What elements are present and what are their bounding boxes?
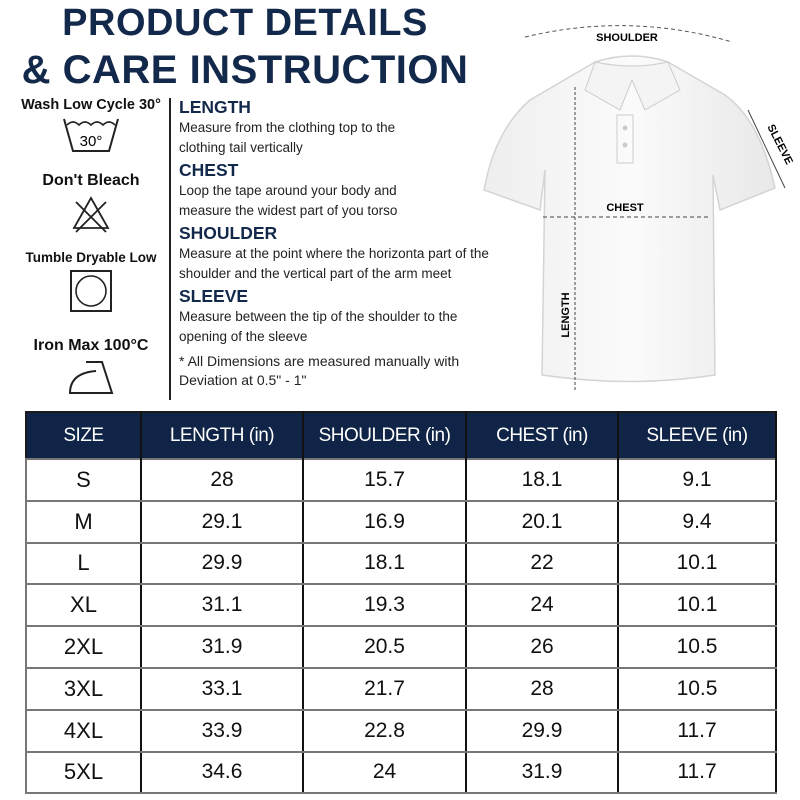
column-header-size: SIZE (26, 412, 142, 459)
table-row: L 29.9 18.1 22 10.1 (25, 541, 777, 586)
table-header-row: SIZE LENGTH (in) SHOULDER (in) CHEST (in… (26, 412, 777, 459)
table-row: XL 31.1 19.3 24 10.1 (25, 583, 777, 628)
cell-length: 31.1 (140, 583, 304, 628)
cell-chest: 28 (465, 666, 619, 711)
cell-chest: 29.9 (465, 708, 619, 753)
wash-30-icon: 30° (63, 118, 119, 152)
cell-length: 29.9 (140, 541, 304, 586)
iron-icon (68, 361, 114, 394)
cell-length: 33.1 (140, 666, 304, 711)
cell-sleeve: 10.1 (617, 583, 777, 628)
divider (169, 98, 171, 400)
table-row: 2XL 31.9 20.5 26 10.5 (25, 625, 777, 669)
heading-sleeve: SLEEVE (179, 286, 249, 306)
table-row: 3XL 33.1 21.7 28 10.5 (25, 666, 777, 711)
cell-size: L (25, 541, 142, 586)
cell-sleeve: 10.1 (617, 541, 777, 586)
table-row: M 29.1 16.9 20.1 9.4 (25, 499, 777, 544)
sleeve-label: SLEEVE (764, 123, 794, 167)
cell-shoulder: 15.7 (302, 458, 467, 502)
text-length: Measure from the clothing top to the clo… (179, 120, 396, 155)
heading-shoulder: SHOULDER (179, 223, 278, 243)
cell-chest: 20.1 (465, 499, 619, 544)
cell-sleeve: 11.7 (617, 708, 777, 753)
cell-shoulder: 16.9 (302, 499, 467, 544)
wash-temp-text: 30° (80, 133, 103, 150)
care-bleach: Don't Bleach (10, 172, 172, 234)
cell-shoulder: 24 (302, 750, 467, 795)
column-header-shoulder: SHOULDER (in) (303, 412, 467, 459)
heading-chest: CHEST (179, 160, 239, 180)
cell-chest: 24 (465, 583, 619, 628)
care-label: Tumble Dryable Low (25, 250, 157, 265)
cell-size: 3XL (25, 666, 142, 711)
tumble-dry-low-icon (70, 270, 112, 312)
cell-size: M (25, 499, 142, 544)
cell-length: 28 (140, 458, 304, 502)
cell-length: 31.9 (140, 625, 304, 669)
page-title-line-2: & CARE INSTRUCTION (21, 48, 469, 92)
shirt-body (483, 55, 776, 383)
polo-shirt-diagram: SHOULDER CHEST LENGTH SLEEVE (483, 25, 795, 390)
text-shoulder: Measure at the point where the horizonta… (179, 246, 489, 281)
table-row: 4XL 33.9 22.8 29.9 11.7 (25, 708, 777, 753)
text-sleeve: Measure between the tip of the shoulder … (179, 309, 458, 344)
cell-length: 34.6 (140, 750, 304, 795)
cell-sleeve: 11.7 (617, 750, 777, 795)
care-iron: Iron Max 100°C (10, 337, 172, 397)
cell-chest: 22 (465, 541, 619, 586)
page-title-line-1: PRODUCT DETAILS (62, 2, 428, 44)
cell-size: XL (25, 583, 142, 628)
care-label: Don't Bleach (42, 172, 140, 189)
table-row: 5XL 34.6 24 31.9 11.7 (25, 750, 777, 795)
column-header-sleeve: SLEEVE (in) (618, 412, 777, 459)
cell-shoulder: 18.1 (302, 541, 467, 586)
cell-chest: 18.1 (465, 458, 619, 502)
cell-shoulder: 20.5 (302, 625, 467, 669)
cell-length: 29.1 (140, 499, 304, 544)
column-header-chest: CHEST (in) (466, 412, 619, 459)
cell-sleeve: 10.5 (617, 666, 777, 711)
cell-chest: 31.9 (465, 750, 619, 795)
heading-length: LENGTH (179, 97, 251, 117)
cell-size: 4XL (25, 708, 142, 753)
column-header-length: LENGTH (in) (141, 412, 304, 459)
cell-size: 5XL (25, 750, 142, 795)
size-chart-table: SIZE LENGTH (in) SHOULDER (in) CHEST (in… (25, 411, 777, 795)
shoulder-label: SHOULDER (596, 32, 658, 44)
cell-shoulder: 19.3 (302, 583, 467, 628)
cell-chest: 26 (465, 625, 619, 669)
cell-sleeve: 9.4 (617, 499, 777, 544)
deviation-note: * All Dimensions are measured manually w… (179, 353, 460, 388)
measurement-guide: LENGTH Measure from the clothing top to … (179, 94, 509, 390)
cell-size: S (25, 458, 142, 502)
chest-label: CHEST (606, 202, 644, 214)
care-label: Iron Max 100°C (33, 337, 149, 354)
care-label: Wash Low Cycle 30° (21, 97, 161, 113)
length-label: LENGTH (560, 292, 572, 337)
table-row: S 28 15.7 18.1 9.1 (25, 458, 777, 502)
cell-length: 33.9 (140, 708, 304, 753)
cell-shoulder: 21.7 (302, 666, 467, 711)
cell-sleeve: 10.5 (617, 625, 777, 669)
care-wash: Wash Low Cycle 30° 30° (10, 97, 172, 153)
care-tumble: Tumble Dryable Low (10, 250, 172, 313)
text-chest: Loop the tape around your body and measu… (179, 183, 398, 218)
no-bleach-icon (72, 196, 110, 233)
cell-sleeve: 9.1 (617, 458, 777, 502)
cell-shoulder: 22.8 (302, 708, 467, 753)
cell-size: 2XL (25, 625, 142, 669)
